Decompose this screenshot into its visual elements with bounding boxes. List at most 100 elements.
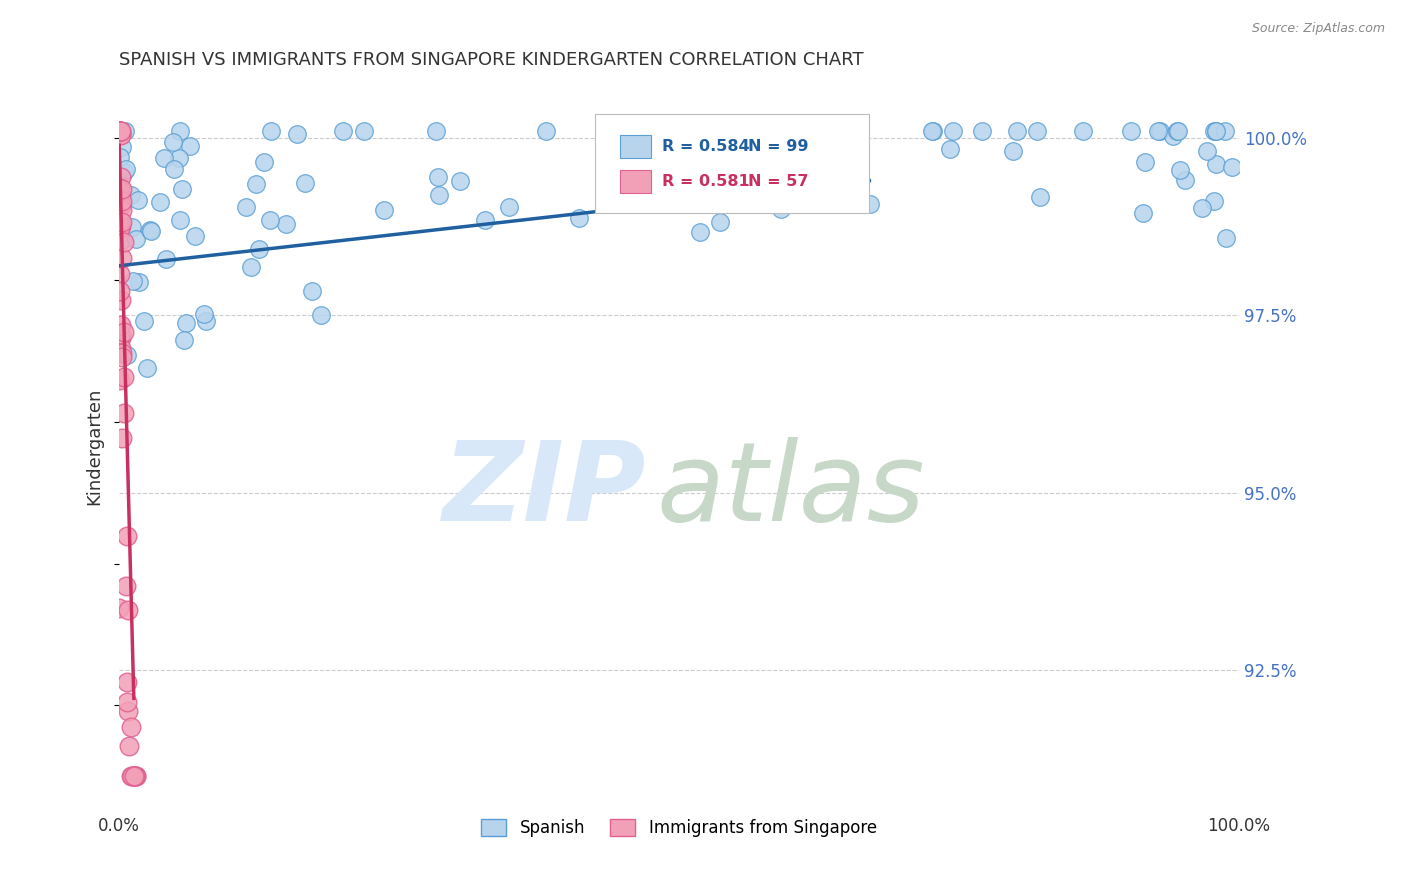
Point [120, 769, 142, 783]
Point [1215, 231, 1237, 245]
Point [111, 431, 134, 445]
Point [115, 675, 138, 690]
Point [110, 327, 132, 342]
Point [132, 314, 155, 328]
Point [169, 213, 191, 227]
Point [110, 318, 132, 333]
Point [114, 369, 136, 384]
Point [108, 150, 131, 164]
Point [115, 348, 138, 362]
Point [167, 151, 190, 165]
Y-axis label: Kindergarten: Kindergarten [86, 388, 103, 505]
Point [111, 181, 134, 195]
Point [1161, 129, 1184, 144]
Point [108, 332, 131, 346]
Point [294, 177, 316, 191]
Point [942, 124, 965, 138]
Point [117, 704, 139, 718]
Point [110, 198, 132, 212]
Point [114, 161, 136, 176]
Point [149, 194, 172, 209]
Point [111, 233, 134, 247]
Point [427, 187, 450, 202]
Point [118, 739, 141, 754]
Point [1132, 205, 1154, 219]
Point [108, 214, 131, 228]
Point [108, 124, 131, 138]
Point [1168, 162, 1191, 177]
Point [253, 155, 276, 169]
Point [938, 142, 960, 156]
Point [153, 151, 176, 165]
Point [125, 769, 148, 783]
Point [108, 601, 131, 615]
Point [801, 124, 824, 138]
Point [110, 128, 132, 143]
Text: ZIP: ZIP [443, 437, 647, 544]
Point [111, 346, 134, 360]
Point [176, 317, 198, 331]
Point [179, 138, 201, 153]
Point [193, 308, 215, 322]
Point [1025, 124, 1047, 138]
Point [115, 695, 138, 709]
Point [1205, 157, 1227, 171]
Point [1191, 201, 1213, 215]
Point [110, 197, 132, 211]
Point [859, 196, 882, 211]
Point [1146, 124, 1168, 138]
Point [108, 124, 131, 138]
Point [474, 213, 496, 227]
Point [121, 769, 143, 783]
Point [301, 284, 323, 298]
Point [122, 769, 145, 783]
Point [108, 220, 131, 235]
Point [108, 185, 131, 199]
Point [139, 224, 162, 238]
Point [626, 181, 648, 195]
Point [108, 181, 131, 195]
Point [1166, 124, 1188, 138]
Point [108, 197, 131, 211]
Point [124, 769, 146, 783]
Point [169, 124, 191, 138]
Point [111, 203, 134, 218]
Point [498, 200, 520, 214]
Legend: Spanish, Immigrants from Singapore: Spanish, Immigrants from Singapore [475, 813, 883, 844]
Point [108, 284, 131, 298]
Point [259, 124, 281, 138]
Text: atlas: atlas [657, 437, 925, 544]
Point [110, 293, 132, 307]
Point [1029, 190, 1052, 204]
Point [831, 140, 853, 154]
Point [1205, 124, 1227, 138]
Point [115, 529, 138, 543]
Point [1202, 124, 1225, 138]
Point [111, 215, 134, 229]
Point [711, 169, 734, 184]
Point [1167, 124, 1189, 138]
Point [111, 251, 134, 265]
Point [1205, 124, 1227, 138]
Point [235, 200, 257, 214]
Point [245, 178, 267, 192]
Point [311, 308, 333, 322]
Point [155, 252, 177, 266]
Point [173, 333, 195, 347]
Point [689, 225, 711, 239]
FancyBboxPatch shape [620, 169, 651, 193]
Point [922, 124, 945, 138]
Point [449, 174, 471, 188]
FancyBboxPatch shape [595, 114, 869, 213]
Point [112, 165, 135, 179]
Point [714, 187, 737, 202]
Point [110, 169, 132, 184]
Point [163, 162, 186, 177]
Point [110, 341, 132, 355]
Point [1002, 144, 1025, 158]
Point [128, 275, 150, 289]
Point [1073, 124, 1095, 138]
Point [673, 169, 696, 183]
Point [1197, 144, 1219, 158]
Point [353, 124, 375, 138]
